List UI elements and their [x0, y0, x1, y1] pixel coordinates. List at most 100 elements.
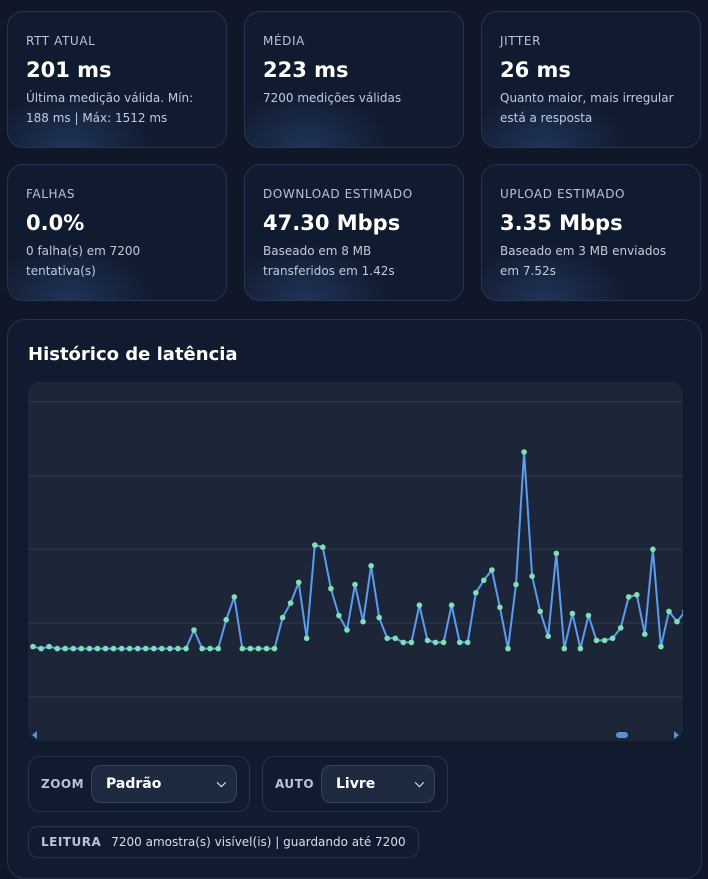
rtt-card: RTT ATUAL 201 ms Última medição válida. … — [7, 11, 227, 148]
latency-point — [118, 645, 125, 652]
chart-scrollbar[interactable] — [28, 730, 683, 741]
average-card: MÉDIA 223 ms 7200 medições válidas — [244, 11, 464, 148]
zoom-control: ZOOM Padrão ⌵ — [28, 756, 250, 812]
latency-point — [577, 645, 584, 652]
reading-status: LEITURA 7200 amostra(s) visível(is) | gu… — [28, 826, 419, 858]
latency-point — [464, 639, 471, 646]
latency-point — [231, 594, 238, 600]
zoom-label: ZOOM — [41, 777, 85, 791]
latency-point — [175, 645, 181, 652]
reading-value: 7200 amostra(s) visível(is) | guardando … — [111, 835, 406, 849]
card-label: JITTER — [500, 34, 542, 48]
card-value: 3.35 Mbps — [500, 211, 623, 235]
card-description: 7200 medições válidas — [263, 91, 402, 105]
auto-select-value: Livre — [336, 776, 376, 792]
card-value: 201 ms — [26, 58, 112, 82]
card-description: Baseado em 3 MB enviados em 7.52s — [500, 244, 667, 278]
latency-point — [167, 645, 173, 652]
latency-point — [287, 600, 294, 606]
reading-label: LEITURA — [41, 835, 102, 849]
latency-point — [634, 592, 640, 598]
auto-label: AUTO — [275, 777, 315, 791]
chevron-down-icon: ⌵ — [414, 776, 424, 790]
latency-point — [239, 645, 246, 652]
latency-point — [400, 639, 407, 646]
latency-point — [295, 579, 302, 586]
latency-point — [54, 645, 60, 652]
latency-point — [223, 616, 229, 623]
latency-point — [473, 590, 479, 596]
latency-point — [416, 602, 423, 608]
latency-point — [328, 585, 334, 592]
auto-control: AUTO Livre ⌵ — [262, 756, 448, 812]
latency-point — [303, 635, 310, 642]
latency-point — [489, 567, 495, 573]
latency-point — [38, 645, 44, 652]
latency-point — [424, 637, 431, 644]
scrollbar-track[interactable] — [28, 730, 683, 741]
latency-history-panel: Histórico de latência ZOOM Padrão ⌵ AUTO… — [7, 319, 702, 879]
card-label: UPLOAD ESTIMADO — [500, 187, 626, 201]
scroll-left-arrow-icon[interactable] — [32, 731, 37, 739]
card-value: 26 ms — [500, 58, 571, 82]
latency-points — [30, 449, 683, 652]
latency-point — [78, 645, 85, 652]
latency-point — [497, 604, 503, 611]
zoom-select[interactable]: Padrão ⌵ — [91, 765, 237, 803]
latency-point — [553, 550, 560, 557]
card-label: DOWNLOAD ESTIMADO — [263, 187, 413, 201]
latency-point — [271, 645, 278, 652]
latency-point — [191, 627, 197, 633]
latency-point — [392, 635, 399, 642]
latency-point — [183, 645, 189, 652]
chevron-down-icon: ⌵ — [216, 776, 226, 790]
latency-chart-svg — [28, 401, 683, 741]
latency-point — [46, 643, 52, 650]
latency-point — [521, 449, 527, 455]
latency-point — [609, 635, 616, 642]
failures-card: FALHAS 0.0% 0 falha(s) em 7200 tentativa… — [7, 164, 227, 301]
latency-point — [569, 610, 576, 617]
latency-point — [263, 645, 270, 652]
auto-select[interactable]: Livre ⌵ — [321, 765, 435, 803]
latency-point — [682, 609, 683, 614]
latency-point — [86, 645, 93, 652]
latency-point — [513, 581, 519, 588]
latency-point — [440, 639, 447, 646]
latency-point — [376, 614, 383, 621]
latency-point — [456, 639, 463, 646]
panel-title: Histórico de latência — [28, 344, 238, 365]
latency-point — [279, 614, 286, 621]
card-label: MÉDIA — [263, 34, 305, 48]
scroll-right-arrow-icon[interactable] — [674, 731, 679, 739]
latency-point — [344, 627, 350, 633]
latency-point — [320, 544, 326, 550]
latency-point — [255, 645, 262, 652]
zoom-select-value: Padrão — [106, 776, 162, 792]
latency-chart[interactable] — [28, 382, 683, 741]
latency-point — [368, 563, 374, 569]
jitter-card: JITTER 26 ms Quanto maior, mais irregula… — [481, 11, 701, 148]
latency-point — [159, 645, 165, 652]
latency-point — [360, 618, 366, 625]
latency-point — [312, 542, 318, 548]
latency-point — [384, 635, 391, 642]
latency-point — [666, 608, 672, 615]
latency-point — [593, 637, 600, 644]
latency-point — [30, 643, 36, 650]
latency-point — [110, 645, 117, 652]
card-description: Última medição válida. Mín: 188 ms | Máx… — [26, 91, 194, 125]
latency-point — [94, 645, 101, 652]
latency-point — [134, 645, 141, 652]
latency-point — [102, 645, 109, 652]
latency-point — [408, 639, 415, 646]
latency-point — [481, 577, 487, 584]
latency-point — [625, 594, 632, 600]
latency-point — [70, 645, 77, 652]
latency-point — [601, 637, 608, 644]
latency-point — [537, 608, 543, 615]
chart-grid — [28, 401, 683, 698]
scrollbar-thumb[interactable] — [616, 732, 628, 738]
latency-point — [617, 625, 624, 631]
latency-point — [432, 639, 439, 646]
